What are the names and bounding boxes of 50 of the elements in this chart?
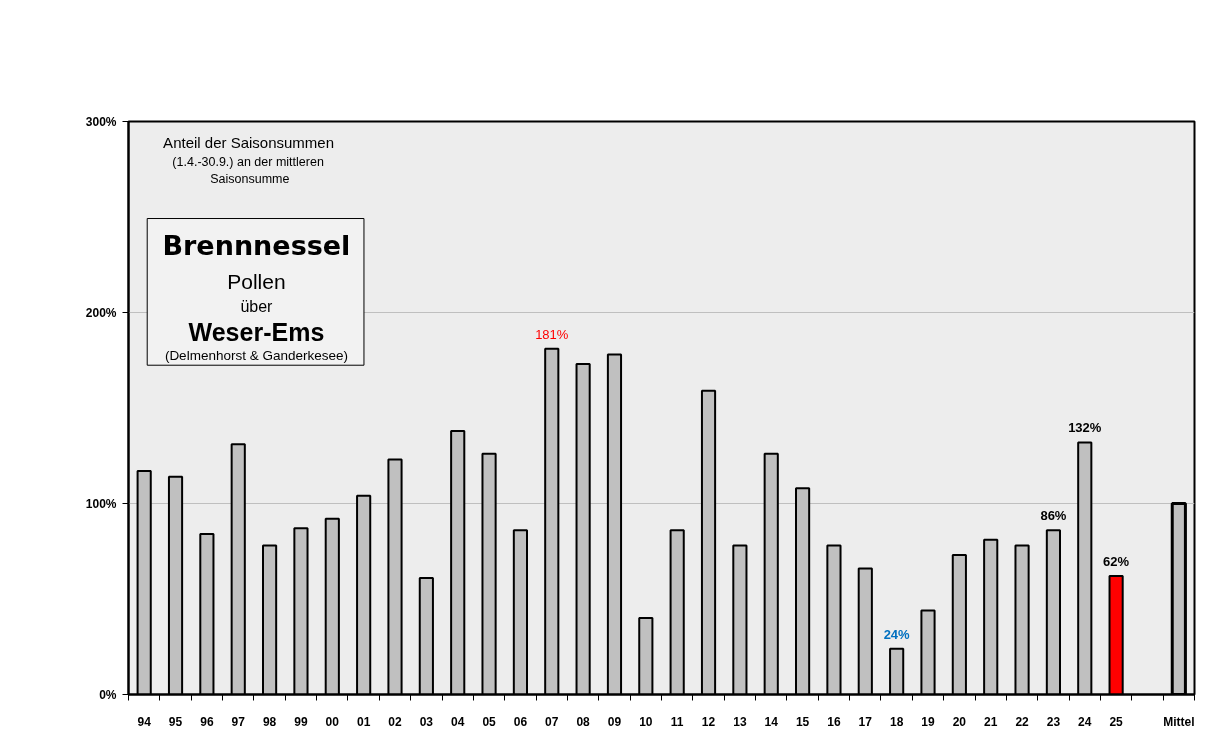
x-tick-label: 12	[701, 714, 716, 729]
x-tick-label: 09	[607, 714, 622, 729]
x-tick-label: 97	[231, 714, 246, 729]
annotation: Saisonsumme	[210, 171, 290, 186]
x-tick-label: 98	[262, 714, 277, 729]
x-tick-label: 23	[1046, 714, 1061, 729]
y-tick-label: 100%	[85, 496, 117, 511]
annotation: Weser-Ems	[188, 317, 325, 346]
x-tick-label: 18	[889, 714, 904, 729]
x-tick-label: 96	[200, 714, 214, 729]
annotation: über	[240, 297, 274, 315]
x-tick-label: 24	[1078, 714, 1092, 729]
data-label: 62%	[1103, 554, 1130, 570]
x-tick-label: 15	[795, 714, 810, 729]
x-tick-label: 11	[670, 714, 684, 729]
y-tick-label: 200%	[85, 305, 117, 320]
x-tick-label: 19	[921, 714, 935, 729]
x-tick-label: 94	[137, 714, 152, 729]
text: Pollen	[227, 270, 286, 294]
x-tick-label: 14	[764, 714, 779, 729]
x-tick-label: 00	[325, 714, 340, 729]
data-label: 132%	[1068, 420, 1102, 436]
x-tick-label: 25	[1109, 714, 1124, 729]
data-label: 86%	[1040, 508, 1067, 524]
x-tick-label: 05	[482, 714, 497, 729]
x-tick-label: 22	[1015, 714, 1030, 729]
x-tick-label: 21	[984, 714, 998, 729]
x-tick-label: 13	[733, 714, 747, 729]
y-tick-label: 0%	[99, 687, 117, 702]
x-tick-label: Mittel	[1163, 714, 1195, 729]
text: Brennnessel	[162, 229, 351, 261]
x-tick-label: 10	[639, 714, 653, 729]
annotation: (Delmenhorst & Ganderkesee)	[164, 347, 348, 363]
x-tick-label: 95	[168, 714, 183, 729]
x-tick-label: 04	[451, 714, 465, 729]
x-tick-label: 06	[513, 714, 528, 729]
data-label: 181%	[535, 326, 569, 342]
x-tick-label: 03	[419, 714, 434, 729]
x-tick-label: 08	[576, 714, 591, 729]
annotation: Anteil der Saisonsummen	[163, 134, 335, 152]
x-tick-label: 99	[294, 714, 308, 729]
x-tick-label: 17	[858, 714, 873, 729]
x-tick-label: 16	[827, 714, 841, 729]
x-tick-label: 02	[388, 714, 402, 729]
annotation: (1.4.-30.9.) an der mittleren	[172, 154, 324, 169]
x-tick-label: 07	[545, 714, 559, 729]
x-tick-label: 20	[952, 714, 967, 729]
x-tick-label: 01	[356, 714, 371, 729]
y-tick-label: 300%	[85, 114, 117, 129]
data-label: 24%	[883, 626, 911, 642]
